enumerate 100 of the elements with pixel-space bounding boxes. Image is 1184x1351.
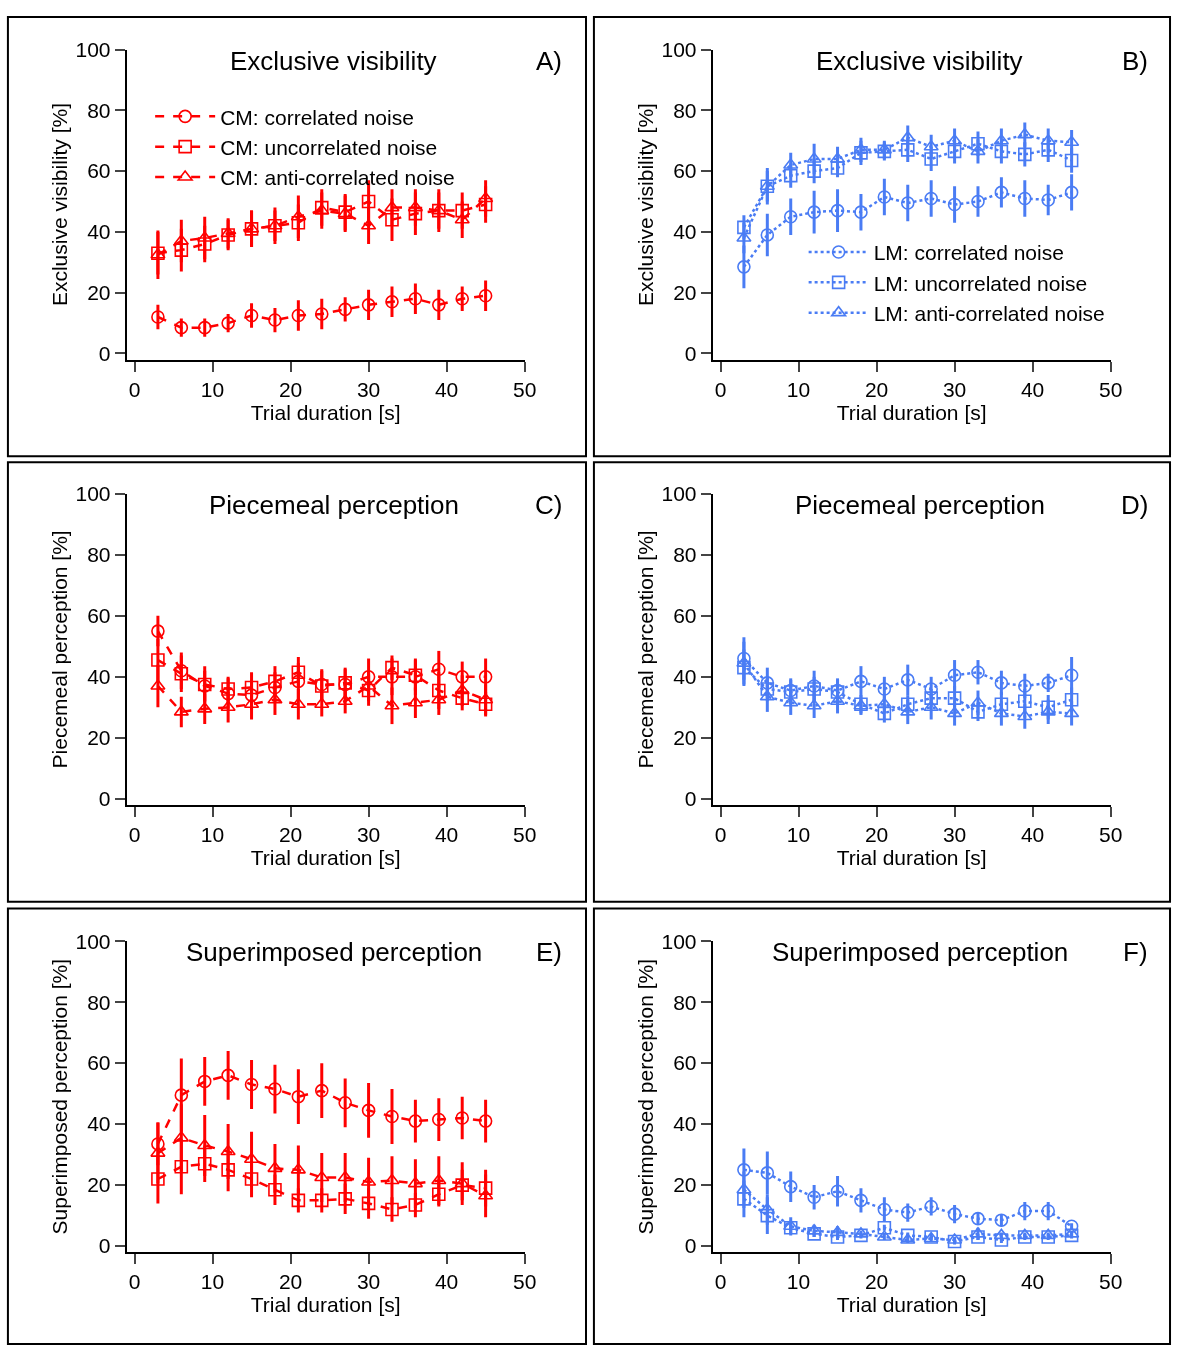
y-tick-label: 40 xyxy=(673,220,697,244)
legend-label: LM: uncorrelated noise xyxy=(873,271,1088,295)
x-tick-label: 10 xyxy=(200,1270,225,1294)
x-tick-label: 10 xyxy=(786,1270,811,1294)
x-tick-label: 40 xyxy=(434,377,459,401)
x-tick-label: 10 xyxy=(200,377,225,401)
legend-label: CM: correlated noise xyxy=(220,105,414,129)
y-tick-label: 20 xyxy=(87,1173,111,1197)
legend-label: LM: anti-correlated noise xyxy=(873,301,1105,325)
x-tick-label: 30 xyxy=(356,1270,381,1294)
x-tick-label: 50 xyxy=(1098,377,1123,401)
y-tick-label: 20 xyxy=(673,281,697,305)
x-tick-label: 30 xyxy=(942,377,967,401)
x-tick-label: 30 xyxy=(942,823,967,847)
x-tick-label: 40 xyxy=(1020,1270,1045,1294)
chart-title: Superimposed perception xyxy=(772,937,1069,967)
text: E) xyxy=(536,937,562,967)
x-axis-title: Trial duration [s] xyxy=(836,846,987,870)
y-tick-label: 20 xyxy=(673,726,697,750)
y-tick-label: 80 xyxy=(87,98,111,122)
y-tick-label: 20 xyxy=(87,281,111,305)
text: D) xyxy=(1121,490,1149,520)
x-tick-label: 50 xyxy=(1098,823,1123,847)
y-axis-title: Superimposed perception [%] xyxy=(634,958,658,1235)
x-axis-title: Trial duration [s] xyxy=(836,1293,987,1317)
x-tick-label: 10 xyxy=(786,823,811,847)
x-tick-label: 50 xyxy=(1098,1270,1123,1294)
x-tick-label: 20 xyxy=(864,377,889,401)
x-tick-label: 20 xyxy=(278,377,303,401)
chart-title: Exclusive visibility xyxy=(816,46,1023,76)
y-tick-label: 0 xyxy=(684,1234,697,1258)
x-tick-label: 50 xyxy=(512,1270,537,1294)
legend-label: CM: uncorrelated noise xyxy=(220,135,438,159)
x-tick-label: 0 xyxy=(714,823,727,847)
y-tick-label: 0 xyxy=(98,1234,111,1258)
x-tick-label: 10 xyxy=(786,377,811,401)
y-axis-title: Piecemeal perception [%] xyxy=(48,530,72,769)
x-tick-label: 20 xyxy=(864,823,889,847)
y-tick-label: 60 xyxy=(673,604,697,628)
x-tick-label: 0 xyxy=(128,377,141,401)
legend-label: CM: anti-correlated noise xyxy=(220,166,455,190)
x-axis-title: Trial duration [s] xyxy=(836,400,987,424)
x-axis-title: Trial duration [s] xyxy=(250,846,401,870)
y-axis-title: Piecemeal perception [%] xyxy=(634,530,658,769)
x-tick-label: 40 xyxy=(434,823,459,847)
y-tick-label: 80 xyxy=(673,543,697,567)
x-tick-label: 0 xyxy=(714,1270,727,1294)
y-tick-label: 60 xyxy=(87,1051,111,1075)
x-tick-label: 0 xyxy=(128,823,141,847)
y-tick-label: 0 xyxy=(684,341,697,365)
x-tick-label: 10 xyxy=(200,823,225,847)
y-tick-label: 20 xyxy=(673,1173,697,1197)
chart-title: Piecemeal perception xyxy=(795,490,1046,520)
x-tick-label: 40 xyxy=(1020,823,1045,847)
x-axis-title: Trial duration [s] xyxy=(250,1293,401,1317)
y-tick-label: 0 xyxy=(684,787,697,811)
y-tick-label: 60 xyxy=(87,159,111,183)
text: B) xyxy=(1122,46,1148,76)
x-tick-label: 40 xyxy=(1020,377,1045,401)
y-tick-label: 40 xyxy=(87,220,111,244)
y-tick-label: 100 xyxy=(75,929,111,953)
y-axis-title: Exclusive visibility [%] xyxy=(634,103,658,307)
legend-label: LM: correlated noise xyxy=(873,241,1064,265)
y-tick-label: 40 xyxy=(87,665,111,689)
y-tick-label: 60 xyxy=(87,604,111,628)
y-tick-label: 40 xyxy=(673,665,697,689)
y-tick-label: 40 xyxy=(673,1112,697,1136)
x-tick-label: 20 xyxy=(864,1270,889,1294)
x-tick-label: 50 xyxy=(512,823,537,847)
chart-title: Superimposed perception xyxy=(186,937,483,967)
x-tick-label: 0 xyxy=(714,377,727,401)
y-tick-label: 80 xyxy=(87,543,111,567)
text: F) xyxy=(1123,937,1148,967)
y-tick-label: 0 xyxy=(98,341,111,365)
y-tick-label: 60 xyxy=(673,159,697,183)
y-tick-label: 80 xyxy=(673,98,697,122)
x-tick-label: 0 xyxy=(128,1270,141,1294)
y-tick-label: 80 xyxy=(673,990,697,1014)
x-tick-label: 40 xyxy=(434,1270,459,1294)
y-tick-label: 0 xyxy=(98,787,111,811)
y-tick-label: 100 xyxy=(75,482,111,506)
x-axis-title: Trial duration [s] xyxy=(250,400,401,424)
x-tick-label: 20 xyxy=(278,1270,303,1294)
x-tick-label: 20 xyxy=(278,823,303,847)
y-tick-label: 100 xyxy=(661,929,697,953)
x-tick-label: 30 xyxy=(356,377,381,401)
y-tick-label: 20 xyxy=(87,726,111,750)
y-axis-title: Superimposed perception [%] xyxy=(48,958,72,1235)
y-tick-label: 60 xyxy=(673,1051,697,1075)
y-tick-label: 100 xyxy=(661,37,697,61)
y-tick-label: 40 xyxy=(87,1112,111,1136)
x-tick-label: 50 xyxy=(512,377,537,401)
y-axis-title: Exclusive visibility [%] xyxy=(48,103,72,307)
y-tick-label: 100 xyxy=(75,37,111,61)
text: C) xyxy=(535,490,563,520)
chart-title: Piecemeal perception xyxy=(209,490,460,520)
x-tick-label: 30 xyxy=(942,1270,967,1294)
text: A) xyxy=(536,46,562,76)
x-tick-label: 30 xyxy=(356,823,381,847)
chart-title: Exclusive visibility xyxy=(230,46,437,76)
